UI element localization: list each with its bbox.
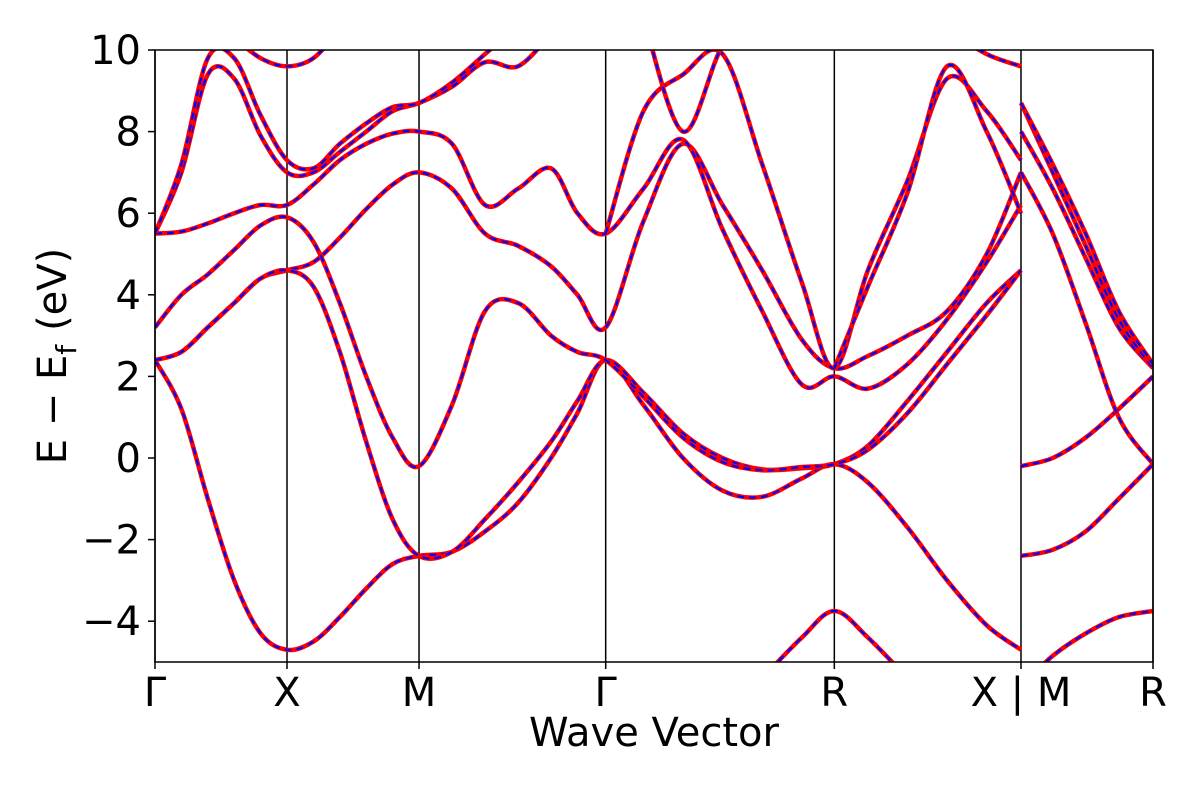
band-line <box>245 50 1022 69</box>
bands <box>155 50 1153 662</box>
band-overlay <box>1019 102 1153 369</box>
y-tick-label: −4 <box>82 599 141 645</box>
ticks: −4 −2 0 2 4 6 8 10 Γ X M Γ R X | M R <box>82 28 1167 716</box>
x-tick-label: Γ <box>144 670 167 716</box>
y-label-sub: f <box>50 344 83 355</box>
band-line <box>1020 462 1153 559</box>
grid <box>154 50 1154 662</box>
x-tick-label: X | M <box>971 670 1072 716</box>
y-tick-label: 0 <box>116 436 141 482</box>
x-tick-label: M <box>402 670 437 716</box>
band-overlay <box>155 50 1022 370</box>
x-tick-label: Γ <box>595 670 618 716</box>
x-tick-label: R <box>1139 670 1167 716</box>
x-tick-label: X <box>273 670 300 716</box>
band-overlay <box>1044 609 1153 662</box>
band-overlay <box>155 359 1022 652</box>
y-tick-label: 10 <box>90 28 141 74</box>
plot-frame <box>154 49 1154 663</box>
y-tick-label: 2 <box>116 354 141 400</box>
band-line <box>155 357 1023 653</box>
y-tick-label: −2 <box>82 518 141 564</box>
x-axis-label: Wave Vector <box>529 710 780 756</box>
band-line <box>1019 171 1153 466</box>
y-axis-label: E − Ef (eV) <box>30 248 83 465</box>
band-overlay <box>155 129 1022 390</box>
y-label-main: E − E <box>30 355 76 465</box>
band-overlay <box>1020 463 1153 557</box>
band-overlay <box>1020 171 1153 465</box>
band-overlay <box>776 609 894 662</box>
band-overlay <box>155 50 1023 369</box>
band-overlay <box>1020 102 1153 365</box>
y-tick-label: 6 <box>116 191 141 237</box>
band-overlay <box>247 50 1022 68</box>
band-overlay <box>1020 131 1153 369</box>
band-overlay <box>1020 375 1153 468</box>
y-label-unit: (eV) <box>30 248 76 331</box>
band-line <box>155 141 1024 371</box>
y-tick-label: 8 <box>116 110 141 156</box>
y-tick-label: 4 <box>116 273 141 319</box>
band-overlay <box>155 268 1022 560</box>
band-line <box>1020 374 1153 469</box>
x-tick-label: R <box>820 670 848 716</box>
band-overlay <box>155 215 1022 472</box>
band-overlay <box>155 142 1023 370</box>
